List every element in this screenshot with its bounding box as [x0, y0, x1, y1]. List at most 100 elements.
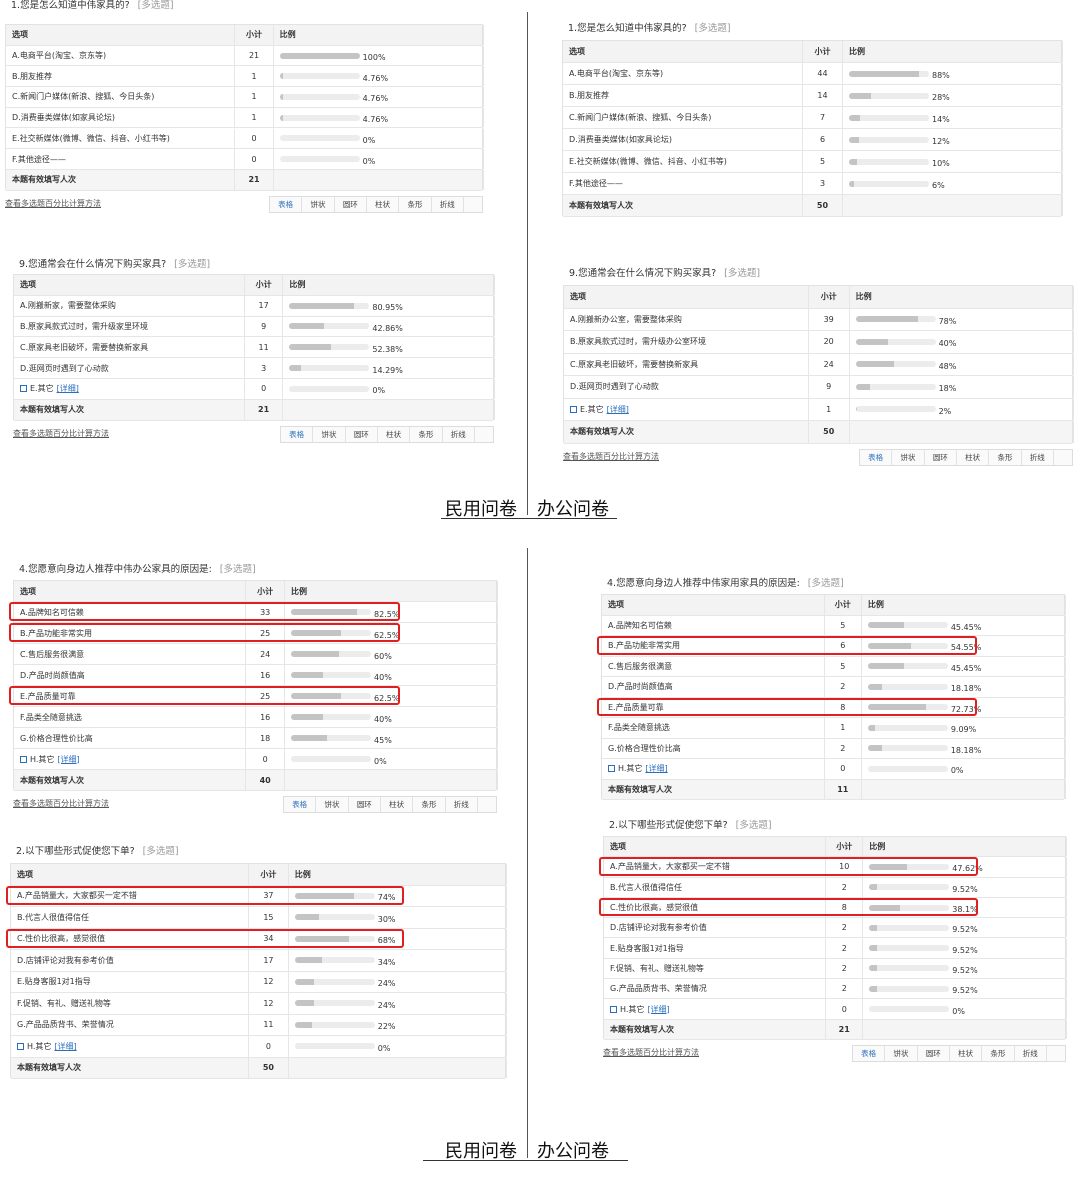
toolbar-button[interactable]: 饼状 [316, 797, 349, 812]
toolbar-button[interactable]: 表格 [853, 1046, 886, 1061]
toolbar-button[interactable]: 圆环 [346, 426, 378, 442]
total-count: 21 [826, 1019, 864, 1039]
bar [849, 70, 920, 77]
bar [291, 630, 342, 636]
ratio-cell: 14% [843, 107, 1063, 128]
option-cell: E.社交新媒体(微博、微信、抖音、小红书等) [563, 151, 803, 172]
ratio-cell: 30% [289, 907, 507, 928]
option-text: E.社交新媒体(微博、微信、抖音、小红书等) [569, 157, 727, 166]
toolbar-button[interactable]: 条形 [410, 426, 443, 442]
highlight-box [6, 928, 404, 948]
percent-label: 0% [950, 766, 964, 776]
option-cell: A.刚搬新办公室，需要整体采购 [564, 308, 809, 330]
toolbar-button[interactable]: 饼状 [313, 426, 346, 442]
percent-label: 4.76% [362, 73, 389, 83]
ratio-cell: 0% [274, 128, 484, 149]
count-cell: 2 [826, 958, 864, 979]
toolbar-button[interactable]: 圆环 [925, 449, 957, 465]
option-text: D.店铺评论对我有参考价值 [610, 923, 707, 933]
caption: 办公问卷 [537, 1141, 609, 1162]
count-cell: 2 [826, 938, 864, 958]
count-cell: 21 [235, 45, 274, 66]
bar-track [855, 383, 936, 390]
toolbar-button[interactable]: 表格 [860, 449, 893, 465]
method-link[interactable]: 查看多选题百分比计算方法 [563, 451, 659, 461]
count-cell: 0 [235, 149, 274, 169]
percent-label: 68% [377, 936, 396, 946]
detail-link[interactable]: [详细] [56, 384, 79, 394]
total-count: 40 [246, 770, 286, 790]
toolbar-button[interactable]: 表格 [284, 797, 317, 812]
detail-link[interactable]: [详细] [57, 754, 80, 764]
toolbar-button[interactable]: 条形 [989, 449, 1022, 465]
percent-label: 24% [377, 979, 396, 989]
toolbar-button[interactable]: 折线 [443, 426, 475, 442]
bar [291, 714, 324, 720]
percent-label: 4.76% [362, 115, 389, 125]
question-title: 1.您是怎么知道中伟家具的? [多选题] [568, 20, 731, 34]
detail-link[interactable]: [详细] [54, 1041, 77, 1051]
toolbar-button[interactable]: 表格 [270, 196, 303, 212]
toolbar-button[interactable]: 圆环 [349, 797, 381, 812]
caption: 办公问卷 [537, 499, 609, 520]
toolbar-button[interactable]: 折线 [432, 196, 464, 212]
toolbar-button[interactable]: 饼状 [302, 196, 335, 212]
detail-link[interactable]: [详细] [606, 404, 629, 414]
toolbar-icon[interactable] [478, 797, 496, 812]
toolbar-icon[interactable] [475, 427, 493, 442]
percent-label: 4.76% [362, 94, 389, 104]
bar [294, 957, 322, 964]
question-tag: [多选题] [735, 820, 772, 831]
table-row: 选项 小计 比例 [6, 25, 484, 46]
table: 选项 小计 比例 A.产品销量大，大家都买一定不错 10 47.62% B.代言人很值得信任… [603, 836, 1067, 1040]
toolbar-icon[interactable] [1047, 1046, 1065, 1061]
detail-link[interactable]: [详细] [645, 764, 668, 774]
bar [855, 383, 870, 390]
bar-track [849, 158, 929, 165]
toolbar-icon[interactable] [1054, 450, 1072, 465]
table-row: C.性价比很高，感觉很值 8 38.1% [604, 897, 1067, 919]
table-row: E.产品质量可靠 25 62.5% [14, 686, 498, 707]
bar-track [867, 683, 948, 690]
method-link[interactable]: 查看多选题百分比计算方法 [13, 428, 109, 438]
count-cell: 5 [803, 151, 843, 172]
percent-label: 42.86% [372, 323, 403, 333]
toolbar-button[interactable]: 折线 [1015, 1046, 1047, 1061]
option-text: F.品类全随意挑选 [608, 723, 670, 733]
method-link[interactable]: 查看多选题百分比计算方法 [5, 198, 101, 208]
toolbar-icon[interactable] [464, 197, 482, 212]
option-cell: A.品牌知名可信赖 [14, 602, 247, 622]
toolbar-button[interactable]: 柱状 [367, 196, 400, 212]
toolbar-button[interactable]: 柱状 [950, 1046, 983, 1061]
option-text: H.其它 [30, 754, 55, 764]
toolbar-button[interactable]: 圆环 [918, 1046, 950, 1061]
option-cell: E.贴身客服1对1指导 [604, 938, 827, 958]
question-title: 2.以下哪些形式促使您下单? [多选题] [609, 817, 772, 831]
toolbar-button[interactable]: 柱状 [957, 449, 990, 465]
toolbar-button[interactable]: 折线 [446, 797, 478, 812]
method-link[interactable]: 查看多选题百分比计算方法 [603, 1048, 699, 1057]
toolbar-button[interactable]: 条形 [399, 196, 432, 212]
toolbar-button[interactable]: 饼状 [885, 1046, 918, 1061]
bar-track [867, 642, 948, 649]
ratio-cell: 72.73% [862, 697, 1066, 717]
bar-track [279, 135, 360, 142]
percent-label: 40% [938, 339, 957, 349]
toolbar-button[interactable]: 表格 [281, 426, 314, 442]
highlight-box [9, 686, 401, 705]
toolbar-button[interactable]: 条形 [982, 1046, 1015, 1061]
bar-track [279, 73, 360, 80]
toolbar-button[interactable]: 条形 [413, 797, 446, 812]
percent-label: 38.1% [952, 905, 978, 915]
method-link[interactable]: 查看多选题百分比计算方法 [13, 799, 109, 808]
toolbar-button[interactable]: 柱状 [378, 426, 411, 442]
toolbar-button[interactable]: 折线 [1022, 449, 1054, 465]
toolbar-button[interactable]: 柱状 [381, 797, 414, 812]
percent-label: 62.5% [374, 693, 400, 703]
percent-label: 74% [377, 893, 396, 903]
ratio-cell: 47.62% [863, 857, 1067, 877]
toolbar-button[interactable]: 圆环 [335, 196, 367, 212]
toolbar-button[interactable]: 饼状 [892, 449, 925, 465]
detail-link[interactable]: [详细] [647, 1004, 670, 1014]
